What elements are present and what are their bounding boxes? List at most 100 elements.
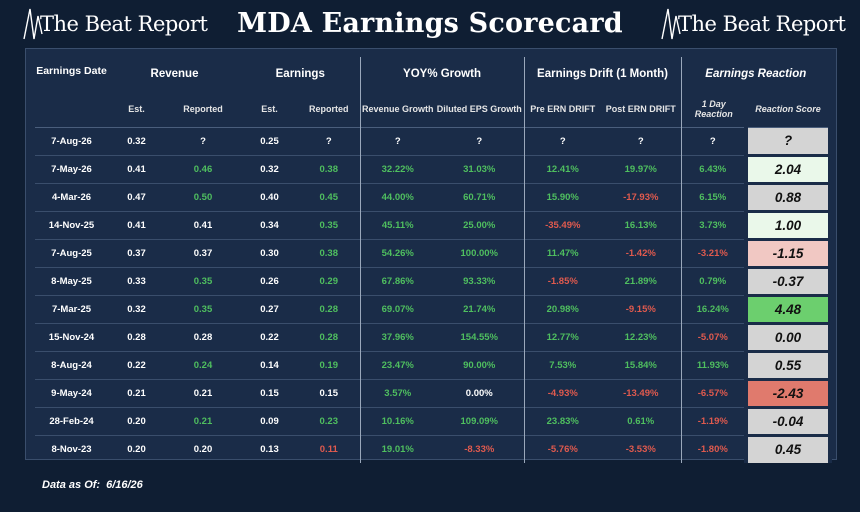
- cell-one-day-reaction: -1.80%: [680, 434, 747, 463]
- cell-post-drift: -13.49%: [601, 378, 682, 407]
- brand-logo-text: The Beat Report: [40, 12, 208, 36]
- cell-earnings-reported: 0.19: [298, 350, 360, 379]
- cell-earnings-reported: 0.45: [298, 182, 360, 211]
- cell-eps-growth: 154.55%: [435, 322, 525, 351]
- cell-pre-drift: ?: [523, 126, 602, 155]
- cell-pre-drift: 7.53%: [523, 350, 602, 379]
- cell-earnings-reported: 0.29: [298, 266, 360, 295]
- cell-one-day-reaction: -3.21%: [680, 238, 747, 267]
- cell-revenue-reported: 0.21: [165, 378, 241, 407]
- wave-icon: [23, 8, 43, 40]
- cell-one-day-reaction: -5.07%: [680, 322, 747, 351]
- table-row: 8-Nov-23 0.20 0.20 0.13 0.11 19.01% -8.33% -5.7…: [35, 433, 833, 463]
- cell-revenue-est: 0.32: [108, 126, 165, 155]
- cell-reaction-score: -2.43: [744, 377, 833, 407]
- cell-earnings-est: 0.09: [241, 406, 298, 435]
- cell-post-drift: 15.84%: [601, 350, 682, 379]
- cell-eps-growth: 60.71%: [435, 182, 525, 211]
- cell-post-drift: -1.42%: [601, 238, 682, 267]
- cell-date: 14-Nov-25: [35, 210, 108, 239]
- cell-one-day-reaction: 6.43%: [680, 154, 747, 183]
- cell-revenue-reported: 0.35: [165, 266, 241, 295]
- cell-eps-growth: 93.33%: [435, 266, 525, 295]
- cell-pre-drift: 20.98%: [523, 294, 602, 323]
- header-one-day-reaction: 1 Day Reaction: [680, 91, 747, 127]
- data-as-of-label: Data as Of:: [42, 479, 101, 491]
- cell-revenue-growth: 67.86%: [359, 266, 435, 295]
- table-row: 4-Mar-26 0.47 0.50 0.40 0.45 44.00% 60.71% 15.9…: [35, 181, 833, 211]
- cell-pre-drift: -1.85%: [523, 266, 602, 295]
- cell-eps-growth: 100.00%: [435, 238, 525, 267]
- header-pre-drift: Pre ERN DRIFT: [523, 91, 602, 127]
- brand-logo-left: The Beat Report: [23, 6, 208, 42]
- table-row: 9-May-24 0.21 0.21 0.15 0.15 3.57% 0.00% -4.93%…: [35, 377, 833, 407]
- header-revenue-growth: Revenue Growth: [359, 91, 435, 127]
- cell-earnings-est: 0.30: [241, 238, 298, 267]
- cell-reaction-score: ?: [744, 126, 833, 155]
- cell-revenue-growth: 3.57%: [359, 378, 435, 407]
- cell-date: 7-Mar-25: [35, 294, 108, 323]
- cell-revenue-est: 0.33: [108, 266, 165, 295]
- cell-revenue-est: 0.32: [108, 294, 165, 323]
- cell-revenue-reported: 0.21: [165, 406, 241, 435]
- brand-logo-text: The Beat Report: [678, 12, 846, 36]
- cell-revenue-growth: 37.96%: [359, 322, 435, 351]
- table-row: 7-Aug-25 0.37 0.37 0.30 0.38 54.26% 100.00% 11.…: [35, 237, 833, 267]
- cell-date: 7-May-26: [35, 154, 108, 183]
- cell-pre-drift: -35.49%: [523, 210, 602, 239]
- cell-earnings-est: 0.15: [241, 378, 298, 407]
- cell-pre-drift: 15.90%: [523, 182, 602, 211]
- cell-earnings-est: 0.32: [241, 154, 298, 183]
- header-reaction-score: Reaction Score: [755, 103, 821, 114]
- cell-earnings-reported: 0.28: [298, 294, 360, 323]
- cell-earnings-reported: 0.38: [298, 238, 360, 267]
- cell-reaction-score: 0.45: [744, 433, 833, 463]
- cell-earnings-reported: 0.38: [298, 154, 360, 183]
- cell-post-drift: ?: [601, 126, 682, 155]
- cell-revenue-est: 0.21: [108, 378, 165, 407]
- cell-earnings-est: 0.22: [241, 322, 298, 351]
- cell-post-drift: 12.23%: [601, 322, 682, 351]
- data-as-of: Data as Of: 6/16/26: [42, 479, 143, 491]
- cell-post-drift: -3.53%: [601, 434, 682, 463]
- header-earnings-reaction: Earnings Reaction: [680, 57, 831, 91]
- cell-one-day-reaction: 6.15%: [680, 182, 747, 211]
- cell-post-drift: 21.89%: [601, 266, 682, 295]
- table-row: 8-May-25 0.33 0.35 0.26 0.29 67.86% 93.33% -1.8…: [35, 265, 833, 295]
- cell-one-day-reaction: ?: [680, 126, 747, 155]
- cell-earnings-reported: 0.11: [298, 434, 360, 463]
- cell-earnings-est: 0.34: [241, 210, 298, 239]
- cell-one-day-reaction: 0.79%: [680, 266, 747, 295]
- scorecard-panel: Earnings Date Revenue Earnings YOY% Grow…: [25, 48, 837, 463]
- cell-reaction-score: 0.00: [744, 321, 833, 351]
- cell-one-day-reaction: 16.24%: [680, 294, 747, 323]
- header-earnings: Earnings: [275, 68, 325, 80]
- cell-reaction-score: -0.37: [744, 265, 833, 295]
- cell-revenue-growth: 69.07%: [359, 294, 435, 323]
- cell-revenue-est: 0.41: [108, 210, 165, 239]
- header-earnings-date: Earnings Date: [36, 65, 107, 77]
- cell-revenue-reported: 0.35: [165, 294, 241, 323]
- cell-reaction-score: 0.88: [744, 181, 833, 211]
- cell-revenue-est: 0.20: [108, 434, 165, 463]
- cell-post-drift: 0.61%: [601, 406, 682, 435]
- cell-eps-growth: 31.03%: [435, 154, 525, 183]
- cell-earnings-est: 0.40: [241, 182, 298, 211]
- cell-revenue-est: 0.22: [108, 350, 165, 379]
- cell-reaction-score: -1.15: [744, 237, 833, 267]
- cell-revenue-reported: 0.50: [165, 182, 241, 211]
- cell-one-day-reaction: 3.73%: [680, 210, 747, 239]
- cell-date: 8-Aug-24: [35, 350, 108, 379]
- table-row: 7-May-26 0.41 0.46 0.32 0.38 32.22% 31.03% 12.4…: [35, 153, 833, 183]
- cell-revenue-reported: 0.28: [165, 322, 241, 351]
- scorecard-table: Earnings Date Revenue Earnings YOY% Grow…: [35, 57, 833, 463]
- cell-revenue-est: 0.28: [108, 322, 165, 351]
- page-title: MDA Earnings Scorecard: [237, 8, 623, 39]
- cell-revenue-est: 0.37: [108, 238, 165, 267]
- header-yoy-growth: YOY% Growth: [359, 57, 525, 91]
- header-revenue: Revenue: [150, 68, 199, 80]
- cell-reaction-score: -0.04: [744, 405, 833, 435]
- cell-revenue-growth: 23.47%: [359, 350, 435, 379]
- cell-revenue-growth: 45.11%: [359, 210, 435, 239]
- cell-eps-growth: 0.00%: [435, 378, 525, 407]
